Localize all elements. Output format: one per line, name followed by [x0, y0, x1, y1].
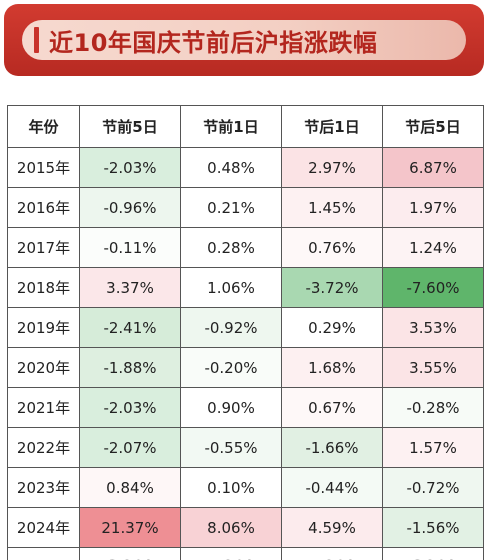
- header-pre-5d: 节前5日: [79, 105, 181, 148]
- row-year: 2019年: [7, 307, 80, 348]
- table-row: 2021年 -2.03% 0.90% 0.67% -0.28%: [7, 387, 484, 428]
- table-row: 2017年 -0.11% 0.28% 0.76% 1.24%: [7, 227, 484, 268]
- cell-pre-1d: 0.90%: [180, 387, 282, 428]
- cell-pre-1d: -0.92%: [180, 307, 282, 348]
- row-year: 2016年: [7, 187, 80, 228]
- cell-pre-1d: -0.20%: [180, 347, 282, 388]
- cell-post-1d: 0.67%: [281, 387, 383, 428]
- cell-pre-5d: 21.37%: [79, 507, 181, 548]
- table-row: 2015年 -2.03% 0.48% 2.97% 6.87%: [7, 147, 484, 188]
- title-banner: 近10年国庆节前后沪指涨跌幅: [4, 4, 484, 76]
- cell-pre-1d: 0.21%: [180, 187, 282, 228]
- row-year: 2021年: [7, 387, 80, 428]
- page-title: 近10年国庆节前后沪指涨跌幅: [49, 28, 378, 57]
- cell-post-5d: -1.56%: [382, 507, 484, 548]
- cell-pre-5d: 0.84%: [79, 467, 181, 508]
- table-header-row: 年份 节前5日 节前1日 节后1日 节后5日: [7, 105, 484, 148]
- cell-post-5d: 1.24%: [382, 227, 484, 268]
- cell-post-1d: 0.76%: [281, 227, 383, 268]
- probability-post-1d: 70%: [281, 547, 383, 560]
- cell-post-1d: 0.29%: [281, 307, 383, 348]
- cell-pre-1d: -0.55%: [180, 427, 282, 468]
- cell-pre-5d: -2.03%: [79, 387, 181, 428]
- cell-post-5d: -0.72%: [382, 467, 484, 508]
- table-row: 2020年 -1.88% -0.20% 1.68% 3.55%: [7, 347, 484, 388]
- row-year: 2024年: [7, 507, 80, 548]
- cell-pre-1d: 1.06%: [180, 267, 282, 308]
- cell-post-5d: 3.53%: [382, 307, 484, 348]
- probability-post-5d: 60%: [382, 547, 484, 560]
- table-row: 2016年 -0.96% 0.21% 1.45% 1.97%: [7, 187, 484, 228]
- header-pre-1d: 节前1日: [180, 105, 282, 148]
- row-year: 2017年: [7, 227, 80, 268]
- cell-post-1d: -3.72%: [281, 267, 383, 308]
- probability-label: 上涨概率: [7, 547, 80, 560]
- cell-post-1d: 4.59%: [281, 507, 383, 548]
- cell-pre-5d: -1.88%: [79, 347, 181, 388]
- row-year: 2018年: [7, 267, 80, 308]
- cell-pre-5d: -0.96%: [79, 187, 181, 228]
- title-pill: 近10年国庆节前后沪指涨跌幅: [22, 20, 466, 60]
- header-year: 年份: [7, 105, 80, 148]
- index-change-table: 年份 节前5日 节前1日 节后1日 节后5日 2015年 -2.03% 0.48% 2…: [7, 105, 484, 560]
- cell-post-5d: 1.97%: [382, 187, 484, 228]
- header-post-5d: 节后5日: [382, 105, 484, 148]
- table-row: 2024年 21.37% 8.06% 4.59% -1.56%: [7, 507, 484, 548]
- cell-post-5d: 3.55%: [382, 347, 484, 388]
- probability-pre-5d: 30%: [79, 547, 181, 560]
- cell-post-5d: 6.87%: [382, 147, 484, 188]
- row-year: 2023年: [7, 467, 80, 508]
- row-year: 2022年: [7, 427, 80, 468]
- cell-post-1d: 1.45%: [281, 187, 383, 228]
- cell-post-1d: -0.44%: [281, 467, 383, 508]
- row-year: 2015年: [7, 147, 80, 188]
- cell-pre-1d: 8.06%: [180, 507, 282, 548]
- cell-pre-1d: 0.48%: [180, 147, 282, 188]
- table-row: 2022年 -2.07% -0.55% -1.66% 1.57%: [7, 427, 484, 468]
- cell-pre-5d: -0.11%: [79, 227, 181, 268]
- cell-post-1d: -1.66%: [281, 427, 383, 468]
- table-row: 2023年 0.84% 0.10% -0.44% -0.72%: [7, 467, 484, 508]
- cell-pre-1d: 0.10%: [180, 467, 282, 508]
- title-accent-bar: [34, 27, 39, 53]
- table-row: 2019年 -2.41% -0.92% 0.29% 3.53%: [7, 307, 484, 348]
- cell-post-1d: 1.68%: [281, 347, 383, 388]
- cell-pre-5d: -2.03%: [79, 147, 181, 188]
- cell-post-1d: 2.97%: [281, 147, 383, 188]
- cell-pre-5d: 3.37%: [79, 267, 181, 308]
- table-row: 2018年 3.37% 1.06% -3.72% -7.60%: [7, 267, 484, 308]
- cell-pre-5d: -2.07%: [79, 427, 181, 468]
- cell-post-5d: -0.28%: [382, 387, 484, 428]
- row-year: 2020年: [7, 347, 80, 388]
- probability-pre-1d: 70%: [180, 547, 282, 560]
- probability-row: 上涨概率30%70%70%60%: [7, 547, 484, 560]
- cell-post-5d: -7.60%: [382, 267, 484, 308]
- cell-pre-5d: -2.41%: [79, 307, 181, 348]
- cell-pre-1d: 0.28%: [180, 227, 282, 268]
- cell-post-5d: 1.57%: [382, 427, 484, 468]
- header-post-1d: 节后1日: [281, 105, 383, 148]
